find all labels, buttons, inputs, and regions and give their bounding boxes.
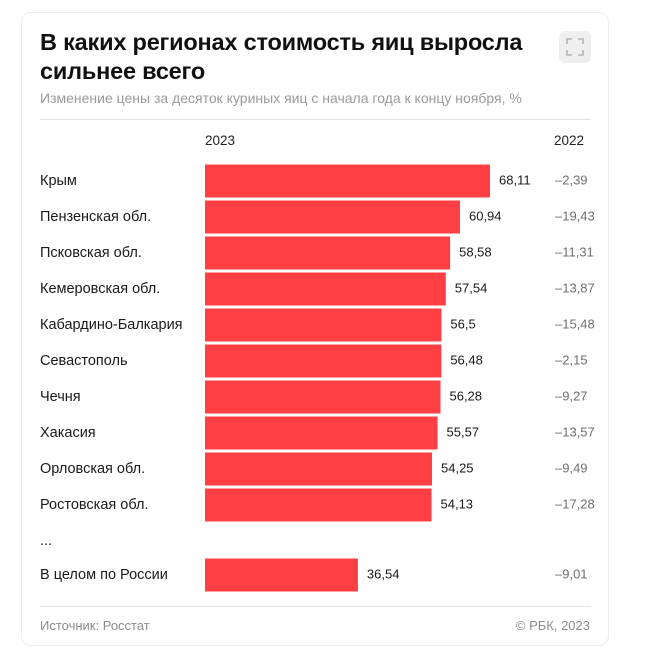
value-label-2022: –17,28	[555, 496, 595, 511]
bar	[205, 200, 460, 234]
bar	[205, 344, 442, 378]
category-label: Пензенская обл.	[40, 209, 151, 225]
category-label: Кемеровская обл.	[40, 281, 160, 297]
value-label-2023: 56,48	[450, 352, 483, 367]
source-note: Источник: Росстат	[40, 618, 150, 633]
value-label-2023: 54,13	[441, 496, 474, 511]
bar	[205, 308, 442, 342]
copyright: © РБК, 2023	[515, 618, 590, 633]
chart-title: В каких регионах стоимость яиц выросла с…	[40, 29, 523, 84]
value-label-2023: 55,57	[447, 424, 480, 439]
value-label-2022: –9,49	[555, 460, 588, 475]
category-label: Севастополь	[40, 353, 128, 369]
value-label-2022: –19,43	[555, 208, 595, 223]
value-label-2023: 68,11	[499, 172, 531, 187]
value-label-2022: –2,39	[555, 172, 588, 187]
value-label-2023: 54,25	[441, 460, 474, 475]
value-label-2022: –2,15	[555, 352, 588, 367]
expand-icon	[566, 38, 584, 56]
category-label: Хакасия	[40, 425, 96, 441]
category-label: Ростовская обл.	[40, 497, 149, 513]
bar	[205, 272, 446, 306]
chart-subtitle: Изменение цены за десяток куриных яиц с …	[40, 90, 522, 106]
bar	[205, 416, 438, 450]
value-label-2022: –15,48	[555, 316, 595, 331]
category-label: Орловская обл.	[40, 461, 145, 477]
bar	[205, 452, 433, 486]
value-label-2022: –13,57	[555, 424, 595, 439]
value-label-2022: –11,31	[555, 244, 594, 259]
category-label-total: В целом по России	[40, 567, 168, 583]
value-label-2022: –9,27	[555, 388, 588, 403]
value-label-2023: 56,5	[450, 316, 475, 331]
header-divider	[40, 119, 591, 120]
category-label: Кабардино-Балкария	[40, 317, 183, 333]
column-header-2022: 2022	[554, 133, 585, 148]
footer-divider	[40, 606, 591, 607]
category-label: Крым	[40, 173, 77, 189]
value-label-2023: 56,28	[449, 388, 482, 403]
bar	[205, 488, 432, 522]
value-label-2023-total: 36,54	[367, 566, 400, 581]
bar	[205, 236, 451, 270]
category-label: Чечня	[40, 389, 81, 405]
value-label-2022: –13,87	[555, 280, 595, 295]
category-label: Псковская обл.	[40, 245, 142, 261]
bar-total	[205, 558, 358, 592]
value-label-2023: 58,58	[459, 244, 492, 259]
value-label-2023: 57,54	[455, 280, 488, 295]
value-label-2022-total: –9,01	[555, 566, 588, 581]
value-label-2023: 60,94	[469, 208, 502, 223]
ellipsis-label: ...	[40, 533, 52, 549]
bar	[205, 164, 490, 198]
bar	[205, 380, 441, 414]
column-header-2023: 2023	[205, 133, 236, 148]
expand-button[interactable]	[559, 31, 591, 63]
